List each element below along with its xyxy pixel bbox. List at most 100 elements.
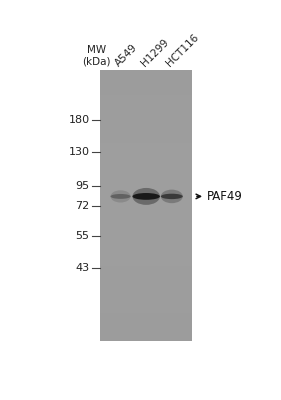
Ellipse shape bbox=[132, 193, 160, 200]
Bar bbox=[101, 133, 192, 135]
Bar bbox=[101, 293, 192, 294]
Bar bbox=[101, 79, 192, 80]
Bar bbox=[101, 322, 192, 323]
Bar bbox=[101, 248, 192, 250]
Bar bbox=[101, 84, 192, 86]
Bar bbox=[101, 268, 192, 269]
Text: 43: 43 bbox=[75, 263, 90, 273]
Bar bbox=[101, 91, 192, 92]
Bar bbox=[101, 324, 192, 326]
Bar bbox=[101, 194, 192, 196]
Bar bbox=[101, 139, 192, 140]
Bar bbox=[101, 163, 192, 164]
Bar bbox=[101, 175, 192, 177]
Bar bbox=[101, 308, 192, 310]
Bar bbox=[101, 146, 192, 147]
Bar bbox=[101, 72, 192, 74]
Bar bbox=[101, 76, 192, 78]
Text: 130: 130 bbox=[69, 147, 90, 157]
Bar bbox=[101, 181, 192, 182]
Bar bbox=[101, 281, 192, 282]
Bar bbox=[101, 277, 192, 278]
Bar bbox=[101, 95, 192, 97]
Bar bbox=[101, 204, 192, 205]
Bar bbox=[101, 132, 192, 133]
Ellipse shape bbox=[110, 190, 131, 202]
Bar bbox=[101, 254, 192, 255]
Bar bbox=[101, 246, 192, 247]
Bar bbox=[101, 166, 192, 167]
Bar bbox=[101, 290, 192, 292]
Bar bbox=[101, 217, 192, 219]
Bar bbox=[101, 124, 192, 125]
Bar bbox=[101, 174, 192, 175]
Bar bbox=[101, 318, 192, 319]
Bar bbox=[101, 141, 192, 143]
Bar bbox=[101, 137, 192, 139]
Bar bbox=[101, 297, 192, 298]
Bar bbox=[101, 212, 192, 213]
Bar bbox=[101, 197, 192, 198]
Bar bbox=[101, 285, 192, 286]
Bar bbox=[101, 78, 192, 79]
Bar bbox=[101, 301, 192, 303]
Bar bbox=[101, 117, 192, 118]
Bar bbox=[101, 201, 192, 202]
Bar bbox=[101, 327, 192, 328]
Bar bbox=[101, 86, 192, 87]
Bar bbox=[101, 98, 192, 99]
Bar bbox=[101, 208, 192, 209]
Bar bbox=[101, 243, 192, 244]
Bar bbox=[101, 244, 192, 246]
Bar bbox=[101, 298, 192, 300]
Bar bbox=[101, 70, 192, 71]
Bar bbox=[101, 80, 192, 82]
Bar bbox=[101, 179, 192, 181]
Bar bbox=[101, 104, 192, 105]
Bar bbox=[101, 270, 192, 272]
Bar bbox=[101, 274, 192, 276]
Text: H1299: H1299 bbox=[139, 37, 170, 68]
Ellipse shape bbox=[161, 190, 183, 203]
Bar bbox=[101, 116, 192, 117]
Bar bbox=[101, 226, 192, 227]
Bar bbox=[101, 122, 192, 124]
Bar bbox=[101, 158, 192, 159]
Bar bbox=[101, 102, 192, 104]
Text: HCT116: HCT116 bbox=[165, 32, 201, 68]
Bar bbox=[101, 334, 192, 335]
Bar bbox=[101, 150, 192, 151]
Bar bbox=[101, 219, 192, 220]
Bar bbox=[101, 311, 192, 312]
Bar bbox=[101, 140, 192, 141]
Bar bbox=[101, 190, 192, 192]
Bar bbox=[101, 168, 192, 170]
Bar bbox=[101, 148, 192, 150]
Bar bbox=[101, 214, 192, 216]
Bar bbox=[101, 234, 192, 235]
Bar bbox=[101, 185, 192, 186]
Bar bbox=[101, 312, 192, 314]
Bar bbox=[101, 330, 192, 331]
Bar bbox=[101, 221, 192, 223]
Bar bbox=[101, 178, 192, 179]
Bar bbox=[101, 135, 192, 136]
Bar bbox=[101, 262, 192, 263]
Bar bbox=[101, 335, 192, 336]
Bar bbox=[101, 128, 192, 129]
Bar bbox=[101, 213, 192, 214]
Bar bbox=[101, 118, 192, 120]
Bar bbox=[101, 231, 192, 232]
Bar bbox=[101, 144, 192, 146]
Bar bbox=[101, 310, 192, 311]
Bar bbox=[101, 202, 192, 204]
Bar bbox=[101, 227, 192, 228]
Bar bbox=[101, 338, 192, 339]
Ellipse shape bbox=[161, 194, 183, 199]
Bar bbox=[101, 129, 192, 130]
Bar bbox=[101, 292, 192, 293]
Bar bbox=[101, 223, 192, 224]
Bar bbox=[101, 326, 192, 327]
Bar bbox=[101, 263, 192, 265]
Bar bbox=[101, 252, 192, 254]
